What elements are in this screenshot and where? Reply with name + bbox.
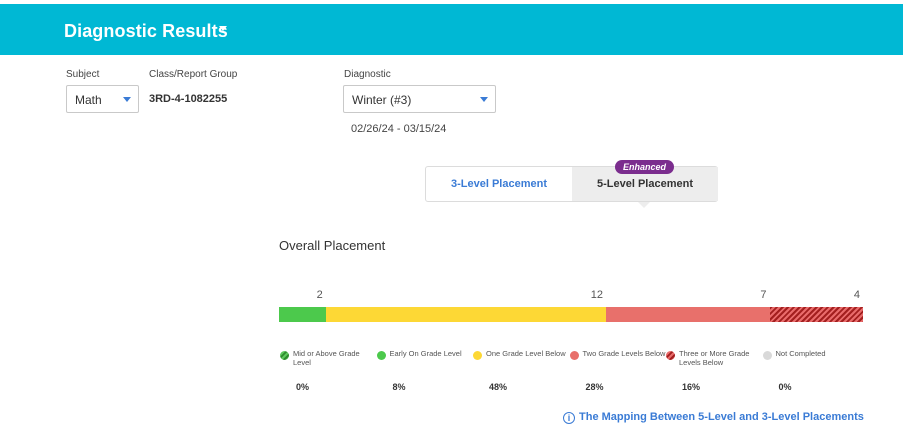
- legend-label: Three or More Grade Levels Below: [679, 349, 750, 367]
- legend-label: Two Grade Levels Below: [582, 349, 666, 358]
- diagnostic-select[interactable]: Winter (#3): [343, 85, 496, 113]
- diagnostic-label: Diagnostic: [344, 69, 391, 80]
- legend-dot-icon: [280, 351, 289, 360]
- placement-bar-segment[interactable]: [769, 307, 863, 322]
- app-header: Diagnostic Results: [0, 4, 903, 55]
- legend-dot-icon: [666, 351, 675, 360]
- selected-tab-pointer: [638, 202, 650, 208]
- legend-percent: 28%: [585, 382, 604, 392]
- placement-count: 12: [590, 289, 604, 301]
- legend-label: Mid or Above Grade Level: [293, 349, 360, 367]
- legend-percent: 48%: [489, 382, 508, 392]
- legend-label: One Grade Level Below: [486, 349, 566, 358]
- overall-placement-title: Overall Placement: [279, 238, 386, 253]
- title-dropdown-caret-icon[interactable]: [219, 26, 227, 31]
- diagnostic-date-range: 02/26/24 - 03/15/24: [351, 123, 447, 135]
- placement-tabs: 3-Level Placement 5-Level Placement: [425, 166, 718, 202]
- placement-bar: [279, 307, 863, 322]
- placement-count: 7: [760, 289, 767, 301]
- legend-label: Early On Grade Level: [389, 349, 462, 358]
- legend-percent: 16%: [682, 382, 701, 392]
- legend-percent: 0%: [296, 382, 310, 392]
- placement-count: 4: [853, 289, 860, 301]
- legend-label: Not Completed: [775, 349, 826, 358]
- legend-percent: 8%: [392, 382, 406, 392]
- placement-bar-segment[interactable]: [606, 307, 770, 322]
- legend-dot-icon: [473, 351, 482, 360]
- legend-percent: 0%: [778, 382, 792, 392]
- page-title[interactable]: Diagnostic Results: [64, 21, 228, 41]
- class-group-label: Class/Report Group: [149, 69, 238, 80]
- subject-select[interactable]: Math: [66, 85, 139, 113]
- info-icon: i: [563, 412, 575, 424]
- tab-3-level-placement[interactable]: 3-Level Placement: [451, 178, 547, 190]
- subject-label: Subject: [66, 69, 100, 80]
- legend-dot-icon: [762, 351, 772, 360]
- enhanced-badge: Enhanced: [615, 160, 674, 174]
- chevron-down-icon: [123, 97, 131, 102]
- mapping-link[interactable]: i The Mapping Between 5-Level and 3-Level…: [563, 411, 864, 424]
- placement-bar-segment[interactable]: [325, 307, 607, 322]
- chevron-down-icon: [480, 97, 488, 102]
- diagnostic-select-value: Winter (#3): [352, 93, 412, 107]
- subject-select-value: Math: [75, 93, 102, 107]
- placement-count: 2: [316, 289, 323, 301]
- placement-bar-segment[interactable]: [279, 307, 326, 322]
- class-group-value: 3RD-4-1082255: [149, 93, 228, 105]
- legend-dot-icon: [376, 351, 386, 360]
- mapping-link-label: The Mapping Between 5-Level and 3-Level …: [579, 411, 864, 423]
- legend-dot-icon: [569, 351, 579, 360]
